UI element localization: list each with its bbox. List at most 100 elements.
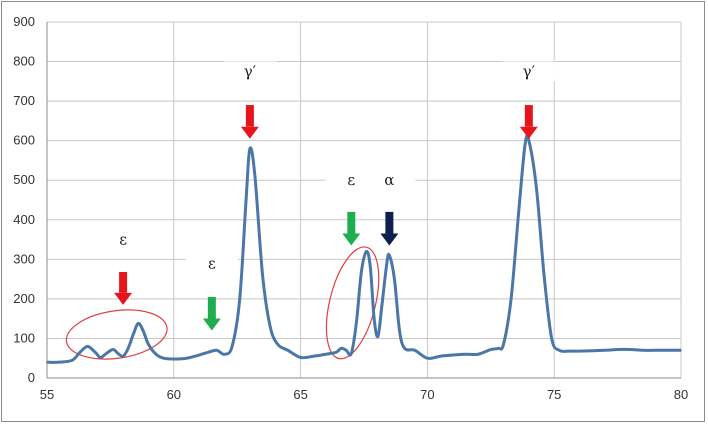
annotations-group: ε ε γ′ ε α γ′ (97, 61, 555, 331)
grid-lines (46, 21, 682, 379)
data-point (112, 348, 114, 351)
data-point (276, 343, 279, 346)
data-point (388, 254, 391, 257)
data-point (86, 345, 89, 348)
data-point (543, 274, 545, 276)
data-point (386, 262, 388, 265)
x-tick-label: 65 (293, 387, 307, 402)
data-point (497, 347, 500, 350)
data-point (426, 357, 429, 360)
arrow-shaft (385, 211, 394, 234)
data-point (117, 352, 119, 355)
data-point (198, 354, 200, 356)
y-tick-label: 800 (13, 54, 35, 69)
data-point (654, 349, 657, 352)
data-point (502, 343, 505, 346)
data-point (223, 353, 226, 356)
data-point (365, 250, 368, 253)
y-tick-label: 0 (28, 370, 35, 385)
arrow-shaft (347, 211, 356, 234)
data-point (604, 349, 606, 352)
x-tick-label: 60 (167, 387, 181, 402)
data-point (137, 322, 140, 325)
data-point (477, 353, 479, 356)
data-point (550, 337, 553, 340)
data-point (104, 353, 107, 356)
data-point (208, 351, 211, 353)
data-point (269, 325, 271, 328)
data-point (173, 358, 175, 360)
annotation-label: ε (347, 171, 355, 189)
annotation-label: γ′ (523, 62, 536, 80)
data-point (398, 329, 401, 332)
data-point (360, 270, 363, 273)
series-group (46, 133, 682, 364)
x-tick-label: 80 (674, 387, 688, 402)
data-point (535, 187, 538, 189)
data-point (490, 348, 492, 351)
data-point (71, 359, 74, 362)
arrow-head (342, 233, 361, 246)
data-point (79, 351, 81, 354)
data-point (231, 345, 233, 348)
x-tick-label: 55 (40, 387, 54, 402)
annotation-label-bg (185, 253, 238, 274)
data-point (517, 211, 520, 213)
data-point (58, 361, 61, 363)
data-point (238, 298, 241, 300)
arrow-head (240, 126, 259, 139)
data-point (380, 306, 383, 308)
annotation-label-bg (363, 170, 416, 191)
data-point (127, 347, 129, 350)
data-point (350, 352, 353, 355)
data-point (254, 175, 256, 178)
data-point (524, 143, 526, 146)
y-tick-label: 500 (13, 172, 35, 187)
data-point (287, 349, 289, 352)
arrow-head (114, 292, 133, 305)
data-point (147, 343, 150, 346)
data-point (216, 349, 218, 352)
annotation-label: ε (208, 254, 216, 272)
data-point (373, 317, 375, 320)
annotation-label-bg (223, 61, 276, 82)
y-tick-label: 300 (13, 251, 35, 266)
annotation-label-bg (502, 61, 555, 82)
data-point (377, 335, 379, 338)
arrow-shaft (207, 296, 216, 319)
x-tick-label: 75 (547, 387, 561, 402)
data-point (393, 278, 396, 280)
data-point (325, 353, 327, 356)
data-point (413, 349, 416, 352)
y-tick-label: 100 (13, 330, 35, 345)
data-point (345, 349, 348, 352)
data-point (245, 199, 247, 201)
annotation-label: ε (119, 231, 127, 249)
arrow-shaft (524, 105, 533, 127)
data-point (335, 351, 337, 354)
data-point (403, 347, 406, 350)
data-point (142, 330, 145, 333)
annotation-label: γ′ (244, 62, 257, 80)
y-tick-label: 600 (13, 133, 35, 148)
data-point (94, 351, 96, 354)
x-tick-labels: 55 60 65 70 75 80 (40, 387, 688, 402)
arrow-head (202, 318, 221, 331)
data-point (99, 356, 102, 359)
data-point (132, 333, 135, 336)
y-tick-label: 900 (13, 14, 35, 29)
highlight-ellipse (65, 309, 168, 360)
y-tick-label: 200 (13, 291, 35, 306)
data-point (558, 349, 561, 352)
arrow-shaft (119, 271, 128, 293)
data-point (578, 350, 581, 352)
data-point (451, 354, 454, 356)
arrow-shaft (245, 105, 254, 127)
data-point (185, 357, 188, 360)
data-point (46, 361, 48, 363)
data-point (439, 355, 441, 358)
annotation-label: α (384, 171, 394, 189)
data-point (642, 349, 644, 352)
data-point (355, 321, 358, 324)
data-point (261, 274, 264, 276)
